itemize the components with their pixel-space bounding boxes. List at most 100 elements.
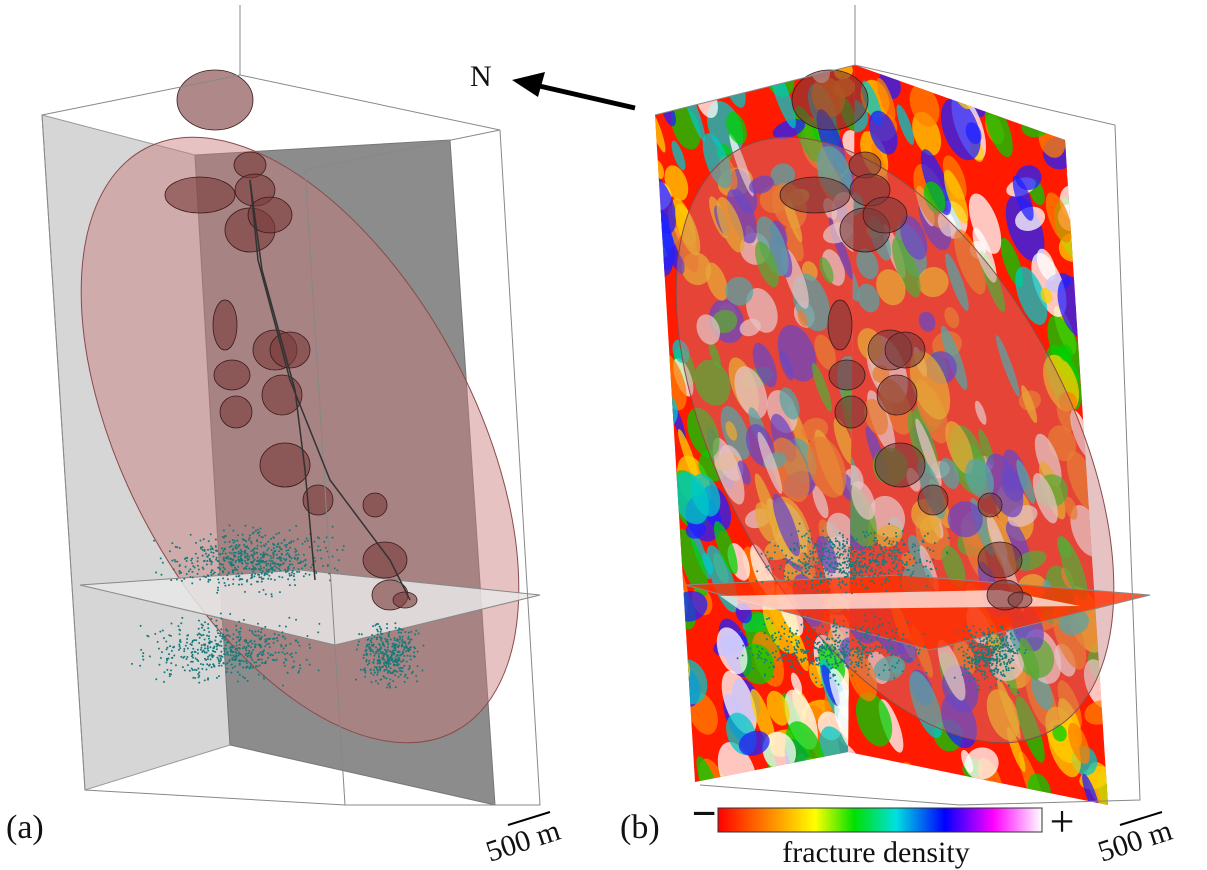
event <box>257 673 260 676</box>
event <box>273 569 276 572</box>
event <box>973 641 976 644</box>
event <box>222 633 225 636</box>
event <box>1000 633 1003 636</box>
event <box>784 652 787 655</box>
event <box>155 571 158 574</box>
event <box>797 662 800 665</box>
event <box>258 643 261 646</box>
event <box>917 664 920 667</box>
event <box>834 537 837 540</box>
event <box>237 559 240 562</box>
event <box>826 637 829 640</box>
density-patch <box>755 502 778 543</box>
event <box>252 556 255 559</box>
event <box>246 554 249 557</box>
fracture-discs <box>779 69 1033 611</box>
event <box>865 629 868 632</box>
event <box>386 641 389 644</box>
event <box>859 569 862 572</box>
event <box>415 674 418 677</box>
event <box>316 536 319 539</box>
density-patch <box>1075 65 1102 105</box>
event <box>180 655 183 658</box>
event <box>288 542 291 545</box>
event <box>172 645 175 648</box>
event <box>400 653 403 656</box>
event <box>817 656 820 659</box>
event <box>758 650 761 653</box>
event <box>226 651 229 654</box>
event <box>233 555 236 558</box>
event <box>253 566 256 569</box>
event <box>860 553 863 556</box>
event <box>784 659 787 662</box>
event <box>379 630 382 633</box>
event <box>216 629 219 632</box>
event <box>236 534 239 537</box>
event <box>834 540 837 543</box>
event <box>222 529 225 532</box>
event <box>851 647 854 650</box>
event <box>836 540 839 543</box>
event <box>297 553 300 556</box>
event <box>379 627 382 630</box>
event <box>875 645 878 648</box>
event <box>207 578 210 581</box>
event <box>1017 691 1020 694</box>
event <box>870 639 873 642</box>
event <box>996 657 999 660</box>
event <box>831 551 834 554</box>
event <box>763 674 766 677</box>
event <box>203 679 206 682</box>
event <box>772 640 775 643</box>
event <box>393 637 396 640</box>
event <box>166 646 169 649</box>
event <box>216 591 219 594</box>
event <box>993 646 996 649</box>
event <box>836 551 839 554</box>
event <box>270 549 273 552</box>
event <box>775 650 778 653</box>
fracture-discs <box>164 69 418 611</box>
event <box>293 578 296 581</box>
event <box>230 545 233 548</box>
event <box>191 557 194 560</box>
event <box>159 656 162 659</box>
event <box>972 624 975 627</box>
event <box>183 650 186 653</box>
fracture-disc <box>219 395 253 429</box>
fracture-disc <box>827 299 853 351</box>
event <box>799 544 802 547</box>
event <box>860 643 863 646</box>
event <box>831 653 834 656</box>
event <box>212 551 215 554</box>
event <box>1007 649 1010 652</box>
event <box>371 633 374 636</box>
event <box>387 635 390 638</box>
event <box>971 662 974 665</box>
event <box>777 631 780 634</box>
event <box>234 658 237 661</box>
event <box>763 673 766 676</box>
event <box>360 633 363 636</box>
event <box>245 639 248 642</box>
event <box>254 630 257 633</box>
event <box>276 636 279 639</box>
event <box>892 540 895 543</box>
event <box>800 615 803 618</box>
event <box>223 568 226 571</box>
event <box>829 654 832 657</box>
event <box>768 541 771 544</box>
event <box>387 655 390 658</box>
event <box>260 571 263 574</box>
event <box>270 595 273 598</box>
event <box>242 660 245 663</box>
event <box>235 559 238 562</box>
event <box>409 655 412 658</box>
event <box>805 650 808 653</box>
event <box>985 641 988 644</box>
event <box>845 639 848 642</box>
event <box>296 538 299 541</box>
event <box>800 650 803 653</box>
event <box>192 565 195 568</box>
